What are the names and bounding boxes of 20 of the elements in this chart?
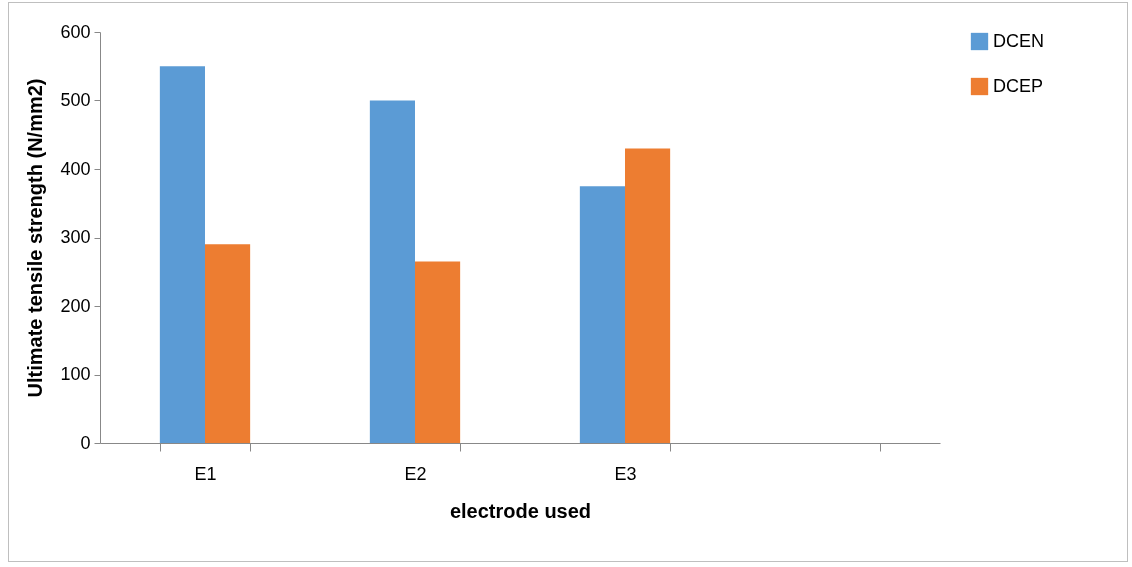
y-tick-label: 300 <box>60 227 91 247</box>
y-tick-label: 600 <box>60 21 91 42</box>
y-tick-label: 200 <box>60 295 91 316</box>
y-tick-label: 500 <box>60 90 91 110</box>
x-axis-title: electrode used <box>449 499 592 522</box>
legend-label: DCEP <box>993 75 1044 96</box>
bar <box>579 186 625 443</box>
x-tick-label: E1 <box>194 463 217 484</box>
bar <box>159 66 205 443</box>
x-tick-label: E2 <box>404 463 427 484</box>
bar <box>369 100 415 443</box>
bar <box>205 244 251 443</box>
bar <box>625 148 671 443</box>
legend-label: DCEN <box>993 30 1045 51</box>
bar <box>415 261 461 443</box>
x-tick-label: E3 <box>614 463 637 484</box>
y-tick-label: 100 <box>60 364 91 384</box>
y-tick-label: 400 <box>60 158 91 179</box>
y-axis-title: Ultimate tensile strength (N/mm2) <box>24 78 47 398</box>
y-tick-label: 0 <box>80 432 91 453</box>
